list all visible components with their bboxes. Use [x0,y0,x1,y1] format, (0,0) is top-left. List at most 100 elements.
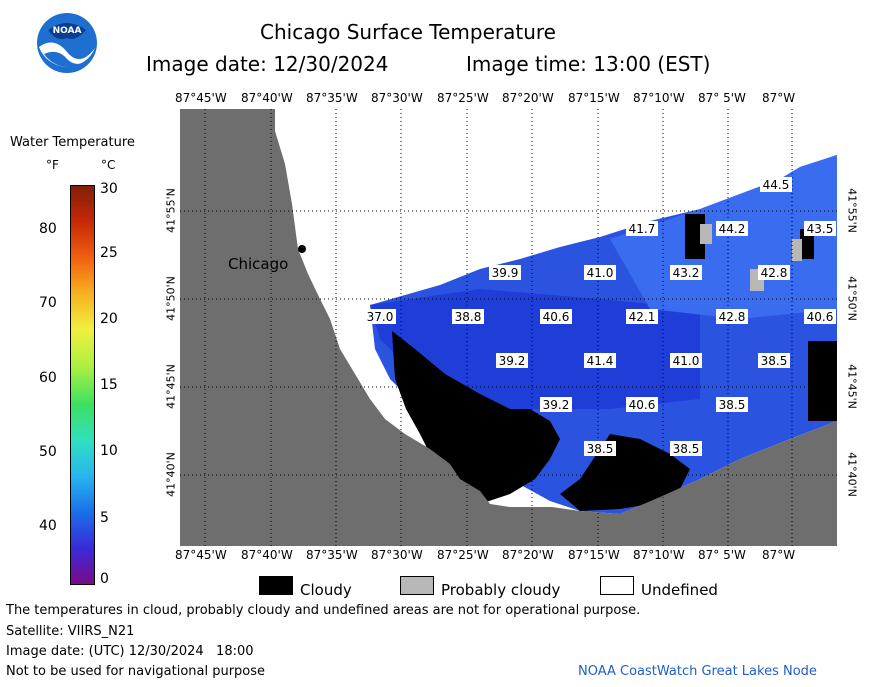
cloud-patch-2 [800,229,814,259]
cloudy-label: Cloudy [300,581,352,599]
temp-label: 38.5 [716,397,748,412]
temp-label-bg [626,309,658,324]
lon-label-bottom: 87°15'W [568,548,620,562]
temp-label-bg [758,265,790,280]
temp-value: 44.2 [719,222,746,236]
temp-label-bg [670,265,702,280]
temp-value: 40.6 [629,398,656,412]
temp-label-bg [584,441,616,456]
colorbar-c-tick: 15 [100,377,118,393]
colorbar-c-tick: 25 [100,245,118,261]
temp-label-bg [626,221,658,236]
temp-label-bg [584,265,616,280]
satellite-text: Satellite: VIIRS_N21 [6,624,135,639]
probably-cloudy-swatch [400,576,434,595]
temp-label: 40.6 [804,309,836,324]
disclaimer-text: The temperatures in cloud, probably clou… [6,603,641,618]
lat-label-left: 41°45'N [164,364,178,409]
temp-label: 41.0 [584,265,616,280]
temp-label: 38.5 [758,353,790,368]
colorbar-c-tick: 10 [100,443,118,459]
temp-label-bg [670,441,702,456]
temp-value: 38.5 [719,398,746,412]
colorbar-f-tick: 40 [39,518,57,534]
colorbar-f-tick: 60 [39,370,57,386]
temp-label: 37.0 [364,309,396,324]
temp-label: 41.0 [670,353,702,368]
temp-label: 42.1 [626,309,658,324]
cloud-area-main [392,331,560,504]
colorbar-f-tick: 50 [39,444,57,460]
lon-label-bottom: 87°35'W [306,548,358,562]
temp-label: 44.2 [716,221,748,236]
lon-label-top: 87°30'W [371,91,423,105]
lat-label-right: 41°55'N [845,188,859,233]
colorbar-unit-f: °F [46,158,59,172]
colorbar-title: Water Temperature [10,135,135,150]
temp-value: 42.1 [629,310,656,324]
temp-value: 39.2 [543,398,570,412]
temp-label: 38.5 [670,441,702,456]
temp-value: 42.8 [719,310,746,324]
temp-value: 41.0 [673,354,700,368]
temp-value: 40.6 [807,310,834,324]
temp-label-bg [496,353,528,368]
chicago-marker [298,245,306,253]
temp-label: 42.8 [758,265,790,280]
temp-label: 44.5 [760,177,792,192]
lon-label-bottom: 87°20'W [502,548,554,562]
colorbar-c-tick: 20 [100,311,118,327]
temp-value: 39.9 [492,266,519,280]
temp-label: 39.9 [489,265,521,280]
credit-text: NOAA CoastWatch Great Lakes Node [578,664,817,679]
temp-label: 38.5 [584,441,616,456]
temp-label-bg [584,353,616,368]
temp-value: 40.6 [543,310,570,324]
temp-value: 38.5 [587,442,614,456]
temp-label-bg [716,397,748,412]
temp-label-bg [626,397,658,412]
temp-label-bg [804,221,836,236]
temp-label: 43.2 [670,265,702,280]
lon-label-top: 87°10'W [633,91,685,105]
temp-label: 42.8 [716,309,748,324]
lat-label-right: 41°45'N [845,364,859,409]
temp-label: 43.5 [804,221,836,236]
temp-label: 39.2 [496,353,528,368]
lon-label-top: 87°20'W [502,91,554,105]
utc-date-text: Image date: (UTC) 12/30/2024 18:00 [6,644,254,659]
probably-cloudy-label: Probably cloudy [441,581,561,599]
page-title: Chicago Surface Temperature [260,20,556,44]
lat-label-right: 41°40'N [845,452,859,497]
temp-label: 38.8 [452,309,484,324]
colorbar-gradient [70,185,95,585]
lat-label-left: 41°50'N [164,276,178,321]
temp-label: 41.4 [584,353,616,368]
land-area [180,109,837,546]
temp-value: 38.8 [455,310,482,324]
temp-label: 39.2 [540,397,572,412]
colorbar-c-tick: 5 [100,510,109,526]
lat-label-left: 41°40'N [164,452,178,497]
temp-label-bg [540,397,572,412]
temp-label: 41.7 [626,221,658,236]
lat-label-left: 41°55'N [164,188,178,233]
colorbar-f-tick: 70 [39,295,57,311]
colorbar-unit-c: °C [101,158,116,172]
lon-label-bottom: 87°40'W [241,548,293,562]
lon-label-top: 87°45'W [175,91,227,105]
temp-label: 40.6 [540,309,572,324]
lon-label-bottom: 87°45'W [175,548,227,562]
temp-label-bg [716,221,748,236]
temp-value: 42.8 [761,266,788,280]
lon-label-top: 87°25'W [437,91,489,105]
temp-label-bg [540,309,572,324]
chicago-label: Chicago [228,255,288,273]
temp-value: 38.5 [761,354,788,368]
lon-label-top: 87° 5'W [698,91,746,105]
temp-label-bg [758,353,790,368]
lon-label-top: 87°15'W [568,91,620,105]
temp-label-bg [760,177,792,192]
temperature-map: Chicago 44.5 41.7 44.2 43.5 39.9 41.0 43.2 42.8… [180,109,837,546]
lon-label-bottom: 87°10'W [633,548,685,562]
